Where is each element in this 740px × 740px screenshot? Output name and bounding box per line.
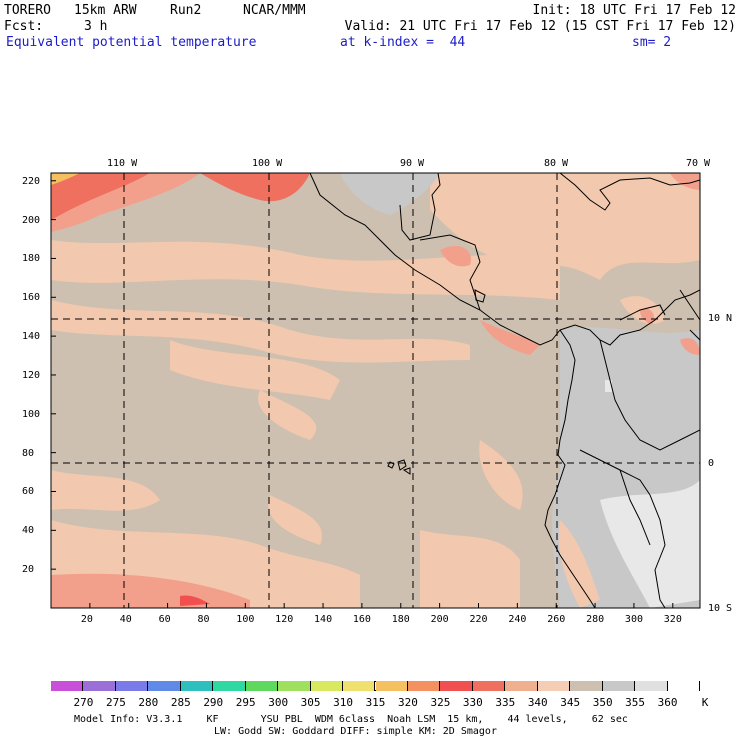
colorbar-swatch: [343, 681, 376, 691]
colorbar-label: 360: [657, 696, 678, 709]
colorbar-swatch: [537, 681, 571, 691]
colorbar-swatch: [310, 681, 344, 691]
colorbar-swatch: [213, 681, 246, 691]
lon-label-100w: 100 W: [252, 158, 283, 169]
colorbar-swatch: [51, 681, 84, 691]
colorbar-swatch: [180, 681, 214, 691]
colorbar-swatch: [635, 681, 668, 691]
theta-e-field: [51, 173, 700, 608]
colorbar-label: 290: [203, 696, 224, 709]
y-tick-label: 40: [22, 525, 35, 537]
y-tick-label: 180: [22, 253, 41, 265]
colorbar-swatch: [440, 681, 473, 691]
colorbar-label: 335: [495, 696, 516, 709]
x-tick-label: 220: [469, 614, 488, 625]
x-tick-label: 260: [547, 614, 566, 625]
colorbar-label: 345: [560, 696, 581, 709]
colorbar-label: 355: [625, 696, 646, 709]
lon-label-110w: 110 W: [107, 158, 138, 169]
model-name: TORERO: [4, 3, 51, 18]
x-tick-label: 300: [624, 614, 643, 625]
y-tick-label: 160: [22, 292, 41, 304]
colorbar-label: 310: [333, 696, 353, 709]
model-info: Model Info: V3.3.1 KF YSU PBL WDM 6class…: [74, 714, 628, 725]
x-tick-label: 100: [236, 614, 255, 625]
colorbar-swatch: [602, 681, 636, 691]
x-tick-label: 120: [275, 614, 294, 625]
colorbar-swatch: [472, 681, 506, 691]
x-tick-label: 160: [352, 614, 371, 625]
x-tick-label: 320: [663, 614, 682, 625]
physics-info: LW: Godd SW: Goddard DIFF: simple KM: 2D…: [214, 726, 497, 737]
map-canvas: [50, 172, 701, 609]
colorbar-label: 340: [527, 696, 548, 709]
y-tick-label: 100: [22, 408, 41, 420]
x-tick-label: 200: [430, 614, 449, 625]
y-tick-label: 60: [22, 486, 35, 498]
x-tick-label: 80: [197, 614, 210, 625]
colorbar-swatch: [83, 681, 116, 691]
field-name: Equivalent potential temperature: [6, 35, 257, 50]
colorbar-swatch: [148, 681, 181, 691]
x-tick-label: 240: [508, 614, 527, 625]
y-tick-label: 80: [22, 447, 35, 459]
x-tick-label: 20: [80, 614, 93, 625]
colorbar-label: 320: [398, 696, 418, 709]
lat-label-10n: 10 N: [708, 313, 733, 324]
colorbar-swatch: [278, 681, 311, 691]
lon-label-70w: 70 W: [686, 158, 711, 169]
lat-label-0: 0: [708, 458, 715, 469]
colorbar-label: K: [701, 696, 709, 709]
colorbar-label: 280: [138, 696, 159, 709]
level-label: at k-index = 44: [340, 35, 466, 50]
colorbar-label: 300: [268, 696, 289, 709]
colorbar-label: 330: [462, 696, 483, 709]
lat-label-10s: 10 S: [708, 603, 733, 614]
colorbar-swatch: [407, 681, 441, 691]
y-tick-label: 220: [22, 175, 41, 187]
valid-time: Valid: 21 UTC Fri 17 Feb 12 (15 CST Fri …: [344, 19, 736, 34]
org-label: NCAR/MMM: [243, 3, 306, 18]
colorbar-swatch: [570, 681, 603, 691]
colorbar-label: 270: [73, 696, 94, 709]
y-tick-label: 200: [22, 214, 41, 226]
colorbar-label: 305: [300, 696, 321, 709]
x-tick-label: 180: [391, 614, 410, 625]
x-tick-label: 40: [119, 614, 132, 625]
x-tick-label: 140: [314, 614, 333, 625]
colorbar-label: 315: [365, 696, 386, 709]
x-tick-label: 280: [586, 614, 605, 625]
lon-label-80w: 80 W: [544, 158, 569, 169]
colorbar-swatch: [505, 681, 538, 691]
colorbar-swatch: [667, 681, 700, 691]
colorbar-label: 295: [235, 696, 256, 709]
run-label: Run2: [170, 3, 202, 18]
colorbar-swatch: [375, 681, 408, 691]
colorbar-label: 285: [170, 696, 191, 709]
x-tick-label: 60: [158, 614, 171, 625]
colorbar-swatch: [115, 681, 149, 691]
colorbar-label: 275: [105, 696, 126, 709]
colorbar-label: 350: [592, 696, 613, 709]
y-tick-label: 140: [22, 331, 41, 343]
y-tick-label: 20: [22, 564, 35, 576]
model-resolution: 15km ARW: [74, 3, 137, 18]
smoothing-label: sm= 2: [632, 35, 672, 50]
fcst-label: Fcst:: [4, 19, 44, 34]
lon-label-90w: 90 W: [400, 158, 425, 169]
y-tick-label: 120: [22, 369, 41, 381]
fcst-value: 3 h: [84, 19, 108, 34]
colorbar-label: 325: [430, 696, 451, 709]
colorbar-swatch: [245, 681, 279, 691]
map-frame: [50, 172, 701, 609]
init-time: Init: 18 UTC Fri 17 Feb 12: [532, 3, 737, 18]
